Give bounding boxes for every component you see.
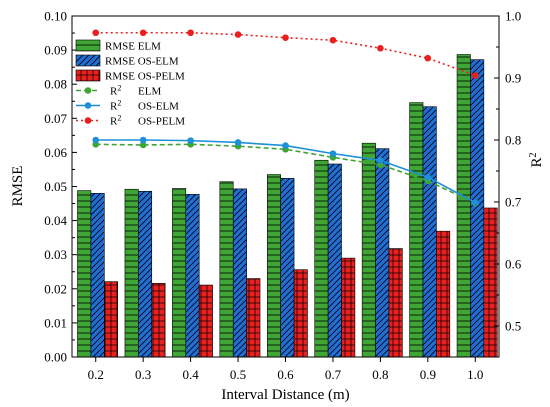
bar-rmse-os-elm-0.3 <box>138 190 153 358</box>
bar-rmse-elm-0.4 <box>172 188 187 358</box>
y-tick-label: 0.04 <box>44 213 67 228</box>
bar-rmse-os-pelm-0.8 <box>388 248 403 358</box>
x-tick-label: 0.5 <box>230 367 246 382</box>
y-tick-label: 0.01 <box>44 315 67 330</box>
point-r2-elm-0.3 <box>139 141 147 149</box>
legend-label: R2 ELM <box>110 83 161 98</box>
point-r2-os-elm-0.6 <box>282 142 289 149</box>
x-tick-label: 0.7 <box>325 367 342 382</box>
bar-rmse-os-pelm-0.5 <box>246 278 261 358</box>
point-r2-os-elm-0.5 <box>234 139 242 146</box>
bar-rmse-os-pelm-0.4 <box>198 284 213 358</box>
y-tick-label: 0.06 <box>44 145 67 160</box>
point-r2-os-pelm-0.4 <box>187 29 194 37</box>
y-tick-label: 0.00 <box>44 350 67 365</box>
bar-rmse-os-pelm-0.9 <box>436 230 451 358</box>
y-tick-label: 0.07 <box>44 111 67 126</box>
legend-label: R2 OS-ELM <box>110 98 179 113</box>
point-r2-os-pelm-0.8 <box>377 44 384 52</box>
point-r2-os-elm-0.4 <box>187 137 194 144</box>
legend-label: RMSE ELM <box>105 41 161 53</box>
point-r2-os-pelm-0.6 <box>282 34 289 41</box>
bar-rmse-elm-0.6 <box>266 174 281 358</box>
x-tick-label: 0.3 <box>135 367 151 382</box>
x-tick-label: 0.9 <box>420 367 436 382</box>
x-axis-title: Interval Distance (m) <box>221 387 349 403</box>
y2-tick-label: 0.8 <box>505 133 521 148</box>
axes: 0.00 0.01 0.02 0.03 0.04 0.05 0.06 0.07 0.08 0.09… <box>44 9 522 383</box>
point-r2-os-elm-0.3 <box>139 136 147 144</box>
bar-rmse-os-elm-0.8 <box>375 148 390 358</box>
y2-axis-title: R2 <box>528 152 546 167</box>
point-r2-os-pelm-0.2 <box>92 29 100 37</box>
bar-rmse-os-elm-0.2 <box>90 193 105 358</box>
y2-axis-title-sup: 2 <box>528 152 539 157</box>
point-r2-os-elm-0.2 <box>92 136 100 144</box>
bar-rmse-os-elm-1.0 <box>470 59 485 358</box>
y2-tick-label: 0.9 <box>505 71 521 86</box>
point-r2-os-elm-1.0 <box>471 199 479 206</box>
y-tick-label: 0.05 <box>44 179 67 194</box>
bar-rmse-os-pelm-0.3 <box>151 283 166 358</box>
bar-rmse-elm-0.2 <box>77 190 92 358</box>
legend-label: RMSE OS-ELM <box>105 56 179 68</box>
bar-rmse-os-elm-0.5 <box>232 188 247 358</box>
bar-rmse-elm-0.8 <box>361 142 376 358</box>
point-r2-os-elm-0.8 <box>377 157 384 164</box>
x-tick-label: 0.8 <box>372 367 388 382</box>
bar-rmse-os-pelm-0.2 <box>104 281 119 358</box>
legend-label: R2 OS-PELM <box>110 113 185 128</box>
point-r2-os-elm-0.9 <box>424 173 432 181</box>
y-tick-label: 0.10 <box>44 9 67 24</box>
bar-rmse-os-elm-0.4 <box>185 194 200 358</box>
bar-rmse-os-pelm-0.6 <box>293 269 308 358</box>
bar-rmse-os-pelm-1.0 <box>483 207 498 358</box>
y2-axis-title-base: R <box>529 157 545 167</box>
x-tick-label: 0.2 <box>88 367 104 382</box>
bar-rmse-os-elm-0.9 <box>422 106 437 358</box>
point-r2-os-pelm-0.5 <box>234 31 242 38</box>
bar-rmse-os-elm-0.6 <box>280 178 295 358</box>
point-r2-os-pelm-0.7 <box>329 36 337 44</box>
bar-rmse-elm-0.9 <box>409 102 424 358</box>
bar-rmse-elm-0.5 <box>219 181 234 358</box>
bar-rmse-elm-1.0 <box>456 54 471 358</box>
y2-tick-label: 0.5 <box>505 319 521 334</box>
bar-rmse-elm-0.7 <box>314 159 329 358</box>
y-tick-label: 0.02 <box>44 281 67 296</box>
line-group <box>92 29 479 207</box>
y2-tick-label: 0.7 <box>505 195 522 210</box>
bar-group <box>77 54 498 358</box>
y-tick-label: 0.03 <box>44 247 67 262</box>
x-tick-label: 0.4 <box>182 367 199 382</box>
point-r2-os-elm-0.7 <box>329 150 337 157</box>
y-axis-title: RMSE <box>10 166 26 207</box>
y2-tick-label: 1.0 <box>505 9 521 24</box>
bar-rmse-elm-0.3 <box>124 188 139 358</box>
bar-rmse-os-pelm-0.7 <box>341 257 356 358</box>
point-r2-os-pelm-0.9 <box>424 54 432 62</box>
y2-tick-label: 0.6 <box>505 257 522 272</box>
y-tick-label: 0.09 <box>44 43 67 58</box>
point-r2-os-pelm-0.3 <box>139 29 147 37</box>
x-tick-label: 0.6 <box>277 367 294 382</box>
x-tick-label: 1.0 <box>467 367 483 382</box>
point-r2-os-pelm-1.0 <box>471 72 479 79</box>
legend-label: RMSE OS-PELM <box>105 71 185 83</box>
y-tick-label: 0.08 <box>44 77 67 92</box>
bar-rmse-os-elm-0.7 <box>327 163 342 358</box>
